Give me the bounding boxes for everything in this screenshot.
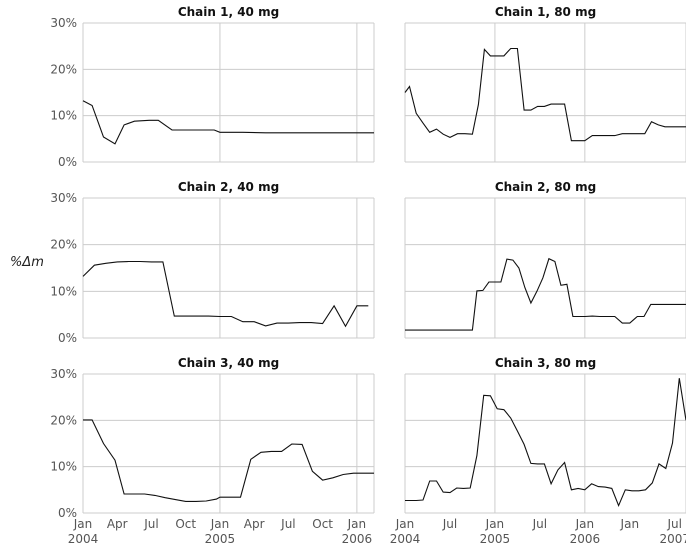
panel-title: Chain 1, 80 mg <box>495 5 596 19</box>
series-line <box>82 100 374 145</box>
x-tick-label: Oct <box>175 517 196 531</box>
x-tick-label: Jan <box>620 517 640 531</box>
y-tick-label: 20% <box>50 62 77 76</box>
y-tick-label: 0% <box>58 506 77 520</box>
panel-5: Chain 3, 40 mg 0% 10% 20% 30% Jan Apr Jul Oct Jan… <box>50 356 375 546</box>
x-year-label: 2005 <box>480 532 511 546</box>
x-year-label: 2004 <box>390 532 421 546</box>
x-tick-label: Jan <box>210 517 230 531</box>
x-tick-label: Jan <box>575 517 595 531</box>
x-tick-label: Jan <box>73 517 93 531</box>
x-year-label: 2007 <box>659 532 686 546</box>
series-line <box>404 47 686 142</box>
x-tick-label: Jan <box>395 517 415 531</box>
x-tick-label: Jan <box>485 517 505 531</box>
x-tick-label: Jul <box>532 517 547 531</box>
panel-title: Chain 2, 80 mg <box>495 180 596 194</box>
y-tick-label: 20% <box>50 413 77 427</box>
y-tick-label: 10% <box>50 284 77 298</box>
panel-title: Chain 3, 80 mg <box>495 356 596 370</box>
x-year-label: 2006 <box>570 532 601 546</box>
x-tick-label: Apr <box>244 517 265 531</box>
series-line <box>405 378 686 508</box>
x-year-label: 2004 <box>68 532 99 546</box>
y-tick-label: 30% <box>50 367 77 381</box>
y-tick-label: 0% <box>58 155 77 169</box>
y-tick-label: 20% <box>50 238 77 252</box>
y-tick-label: 0% <box>58 331 77 345</box>
x-tick-label: Jan <box>347 517 367 531</box>
x-tick-label: Jul <box>143 517 158 531</box>
panel-title: Chain 2, 40 mg <box>178 180 279 194</box>
panel-6: Chain 3, 80 mg Jan Jul Jan Jul Jan Jan Jul 2004 2… <box>390 356 686 546</box>
panel-title: Chain 1, 40 mg <box>178 5 279 19</box>
y-axis-label: %Δm <box>10 255 44 270</box>
panel-1: Chain 1, 40 mg 0% 10% 20% 30% <box>50 5 375 169</box>
panel-2: Chain 1, 80 mg <box>404 5 686 163</box>
panel-title: Chain 3, 40 mg <box>178 356 279 370</box>
x-year-label: 2006 <box>342 532 373 546</box>
x-tick-label: Jul <box>667 517 682 531</box>
y-tick-label: 30% <box>50 191 77 205</box>
series-line <box>405 257 686 331</box>
panel-4: Chain 2, 80 mg <box>404 180 686 339</box>
y-tick-label: 30% <box>50 16 77 30</box>
series-line <box>83 419 374 502</box>
x-tick-label: Oct <box>312 517 333 531</box>
series-line <box>82 260 369 328</box>
x-tick-label: Jul <box>442 517 457 531</box>
x-tick-label: Apr <box>107 517 128 531</box>
x-tick-label: Jul <box>280 517 295 531</box>
y-tick-label: 10% <box>50 109 77 123</box>
y-tick-label: 10% <box>50 460 77 474</box>
panel-3: Chain 2, 40 mg 0% 10% 20% 30% <box>50 180 375 345</box>
x-year-label: 2005 <box>205 532 236 546</box>
